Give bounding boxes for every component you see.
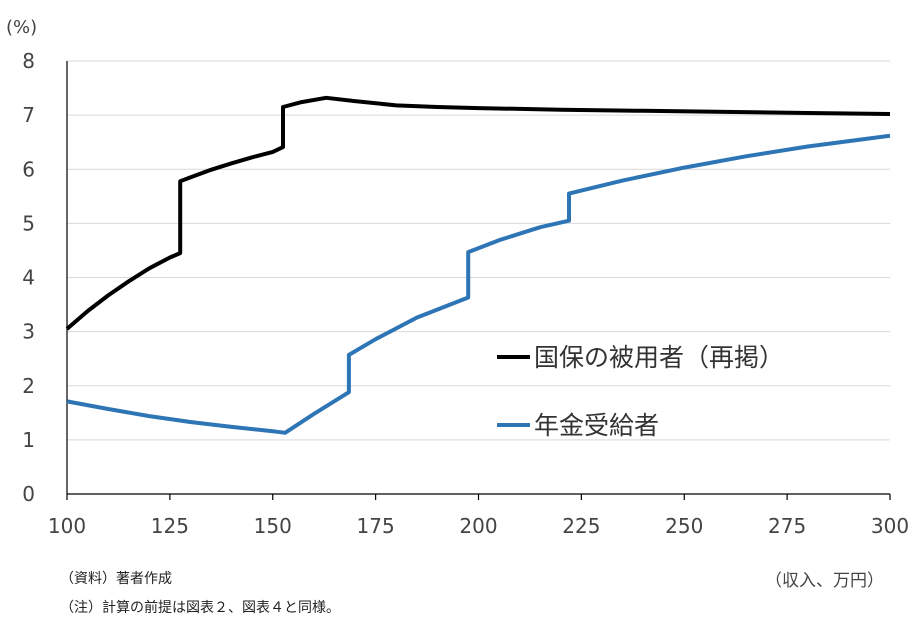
y-tick-labels: 0 1 2 3 4 5 6 7 8 xyxy=(22,49,35,506)
legend-label-1: 国保の被用者（再掲） xyxy=(534,343,784,372)
y-tick-label-6: 6 xyxy=(22,157,35,181)
y-tick-label-1: 1 xyxy=(22,428,35,452)
y-tick-label-7: 7 xyxy=(22,103,35,127)
y-tick-label-4: 4 xyxy=(22,266,35,290)
x-tick-label-175: 175 xyxy=(357,514,395,538)
y-axis-label: (%) xyxy=(6,17,37,38)
x-tick-label-225: 225 xyxy=(562,514,600,538)
y-tick-label-0: 0 xyxy=(22,482,35,506)
series-line-2 xyxy=(66,133,891,435)
y-tick-label-5: 5 xyxy=(22,211,35,235)
x-tick-label-275: 275 xyxy=(768,514,806,538)
series-line-1 xyxy=(65,95,891,331)
x-tick-label-125: 125 xyxy=(151,514,189,538)
y-tick-label-8: 8 xyxy=(22,49,35,73)
gridlines xyxy=(67,60,890,441)
y-tick-label-2: 2 xyxy=(22,374,35,398)
x-tick-label-150: 150 xyxy=(254,514,292,538)
x-tick-labels: 100 125 150 175 200 225 250 275 300 xyxy=(48,514,909,538)
y-tick-label-3: 3 xyxy=(22,320,35,344)
footnote: （注）計算の前提は図表２、図表４と同様。 xyxy=(60,600,340,616)
legend: 国保の被用者（再掲） 年金受給者 xyxy=(497,343,784,440)
x-tick-label-200: 200 xyxy=(459,514,497,538)
axes xyxy=(66,61,891,500)
x-tick-label-100: 100 xyxy=(48,514,86,538)
x-tick-label-250: 250 xyxy=(665,514,703,538)
x-tick-label-300: 300 xyxy=(871,514,909,538)
source-note: （資料）著者作成 xyxy=(60,571,172,587)
series-lines xyxy=(65,95,891,435)
x-axis-label: （収入、万円） xyxy=(765,571,884,591)
legend-label-2: 年金受給者 xyxy=(534,411,659,440)
